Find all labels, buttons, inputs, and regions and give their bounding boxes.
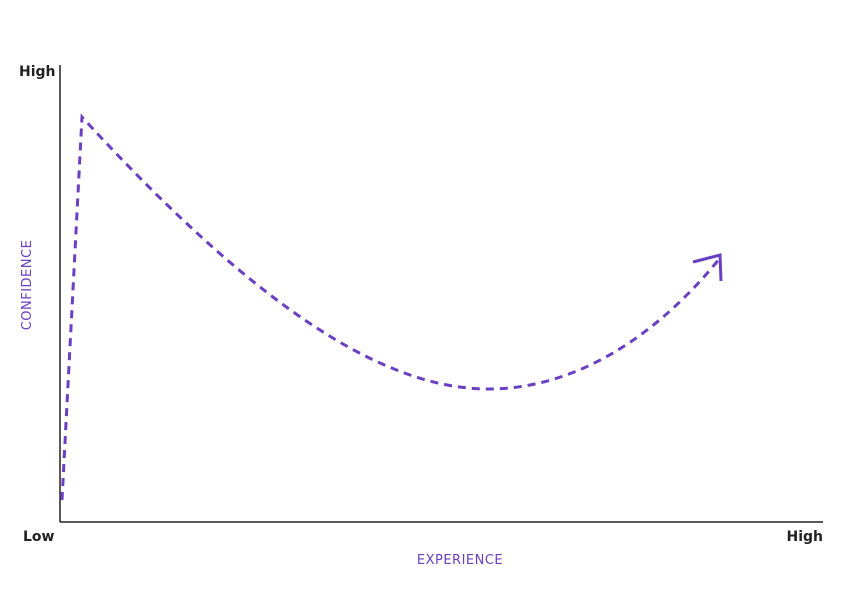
x-high-label: High — [786, 529, 823, 545]
y-high-label: High — [19, 64, 56, 80]
y-axis-title: CONFIDENCE — [20, 240, 35, 331]
confidence-curve — [60, 113, 722, 501]
x-low-label: Low — [23, 529, 55, 545]
arrow-head — [692, 253, 723, 282]
x-axis-title: EXPERIENCE — [417, 553, 503, 568]
